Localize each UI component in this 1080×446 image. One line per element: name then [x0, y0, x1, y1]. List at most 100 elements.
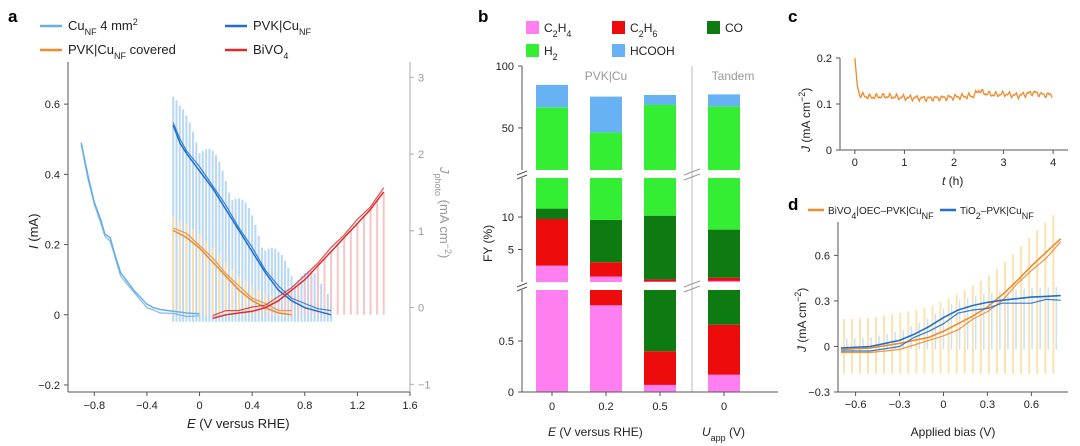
bar-segment — [536, 178, 568, 209]
legend-label: HCOOH — [630, 44, 675, 58]
label-part: NF — [299, 27, 311, 37]
label-part: CO — [725, 21, 743, 35]
legend-swatch — [526, 44, 539, 57]
x-tick-label: 0.3 — [980, 399, 995, 411]
bar-segment — [590, 305, 622, 392]
panel-label-b: b — [478, 7, 488, 26]
y2-tick-label: −1 — [418, 379, 431, 391]
y-axis-title: J (mA cm−2) — [797, 88, 813, 153]
label-part: NF — [1022, 211, 1034, 221]
panel-d: −0.6 −0.3 0 0.3 0.6 −0.3 0 0.3 0.6 J (mA cm−2) App… — [793, 206, 1068, 439]
legend-label: C2H6 — [630, 21, 657, 39]
x-tick-label: −0.3 — [889, 399, 911, 411]
legend-label: PVK|CuNF covered — [68, 42, 176, 61]
x-tick-label: 0 — [196, 400, 202, 412]
legend-label: TiO2–PVK|CuNF — [960, 206, 1034, 221]
label-part: PVK|Cu — [68, 42, 114, 57]
x-axis-title: t (h) — [942, 174, 963, 188]
bar-segment — [644, 95, 676, 105]
series-line-reverse — [80, 144, 200, 318]
bar-segment — [590, 96, 622, 133]
x-tick-label: 0.2 — [598, 401, 613, 413]
y-tick-label: −0.2 — [38, 380, 60, 392]
bar-segment — [708, 280, 740, 282]
x-tick-label: 2 — [951, 157, 957, 169]
label-part: 2 — [976, 211, 981, 221]
legend-label: PVK|CuNF — [253, 18, 312, 37]
axis-break-mark — [516, 170, 528, 176]
bar-segment — [708, 229, 740, 278]
y-tick-label: 0 — [508, 387, 514, 399]
bar-segment — [536, 84, 568, 108]
x-tick-label: 0 — [721, 401, 727, 413]
series-line — [212, 191, 385, 320]
bar-segment — [590, 262, 622, 277]
bar-segment — [590, 178, 622, 220]
axis-break-mark — [683, 285, 701, 293]
y-tick-label: 0.2 — [45, 240, 60, 252]
y2-tick-label: 2 — [418, 149, 424, 161]
bar-segment — [590, 290, 622, 306]
bar-segment — [644, 384, 676, 392]
bar-segment — [536, 208, 568, 219]
legend-label: H2 — [544, 44, 558, 62]
y-tick-label: 5 — [508, 245, 514, 257]
series-line-reverse — [212, 187, 385, 317]
bar-segment — [536, 290, 568, 392]
bar-segment — [590, 219, 622, 263]
label-part: covered — [126, 42, 176, 57]
label-part: −2 — [443, 244, 453, 254]
label-part: U — [702, 425, 711, 439]
y2-tick-label: 3 — [418, 72, 424, 84]
series-line — [840, 238, 1062, 351]
y2-axis-title: Jphoto (mA cm−2) — [433, 166, 453, 258]
label-part: (mA cm — [437, 196, 452, 244]
bar-segment — [536, 265, 568, 283]
bar-segment — [708, 94, 740, 107]
label-part: 4 — [566, 29, 571, 39]
y-tick-label: 100 — [496, 61, 514, 73]
label-part: 4 mm — [97, 18, 133, 33]
series-line — [840, 294, 1061, 349]
label-part: (V versus RHE) — [196, 416, 290, 431]
y-tick-label: 0.3 — [815, 296, 830, 308]
series-line — [172, 229, 292, 316]
x-tick-label: 0 — [940, 399, 946, 411]
label-part: (mA cm — [799, 102, 813, 146]
axis-break-mark — [516, 286, 528, 292]
x-tick-label: 1 — [901, 157, 907, 169]
axis-break-mark — [683, 173, 701, 181]
x-tick-label: 0.4 — [245, 400, 260, 412]
y-axis-title: I (mA) — [26, 214, 41, 249]
series-line — [854, 57, 1053, 103]
label-part: H — [644, 21, 653, 35]
label-part: 6 — [652, 29, 657, 39]
label-part: I — [26, 245, 41, 249]
series-line-reverse — [840, 298, 1061, 352]
axis-break-mark — [683, 280, 701, 288]
x-tick-label: 3 — [1001, 157, 1007, 169]
label-part: 2 — [133, 17, 138, 27]
label-part: (V versus RHE) — [556, 425, 643, 439]
bar-segment — [644, 279, 676, 282]
label-part: J — [799, 145, 813, 153]
bar-segment — [644, 178, 676, 216]
y2-tick-label: 0 — [418, 303, 424, 315]
label-part: 4 — [851, 211, 856, 221]
y-tick-label: 0.6 — [45, 99, 60, 111]
x-tick-label: 0.6 — [1024, 399, 1039, 411]
bar-segment — [590, 132, 622, 170]
x-tick-label: 1.2 — [350, 400, 365, 412]
axis-break-mark — [683, 168, 701, 176]
label-part: ) — [799, 88, 813, 92]
label-part: 2 — [639, 29, 644, 39]
label-part: photo — [433, 174, 443, 197]
bar-segment — [708, 178, 740, 230]
label-part: BiVO — [828, 206, 852, 217]
label-part: C — [544, 21, 553, 35]
legend-label: BiVO4 — [253, 42, 288, 61]
y-tick-label: 0.4 — [45, 169, 60, 181]
legend-label: CO — [725, 21, 743, 35]
label-part: Cu — [68, 18, 85, 33]
bar-segment — [644, 104, 676, 170]
